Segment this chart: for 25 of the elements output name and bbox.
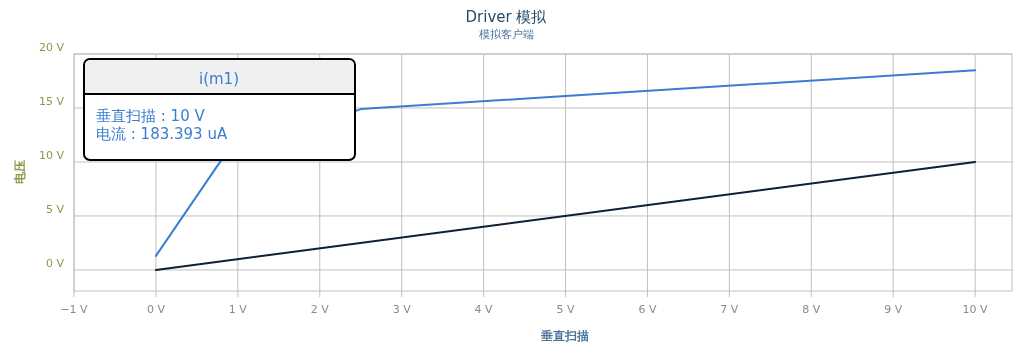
y-tick-label: 15 V xyxy=(38,94,65,108)
y-axis-title: 电压 xyxy=(13,160,27,184)
x-tick-label: 6 V xyxy=(638,303,657,316)
x-tick-label: 0 V xyxy=(146,303,166,316)
chart-title: Driver 模拟 xyxy=(465,8,548,26)
x-tick-label: 10 V xyxy=(962,303,989,316)
x-tick-label: 3 V xyxy=(392,303,412,316)
x-tick-label: 7 V xyxy=(720,303,739,316)
x-axis-title: 垂直扫描 xyxy=(540,329,589,343)
x-tick-label: 9 V xyxy=(884,303,903,316)
x-tick-label: −1 V xyxy=(60,303,89,316)
x-tick-label: 2 V xyxy=(310,303,330,316)
y-tick-label: 10 V xyxy=(38,148,65,162)
x-tick-label: 4 V xyxy=(474,303,494,316)
tooltip: i(m1) 垂直扫描 : 10 V 电流 : 183.393 uA xyxy=(83,58,356,161)
y-tick-label: 20 V xyxy=(38,41,65,54)
annotation: 垂直扫描 : 10 V xyxy=(96,107,206,125)
annotation: 电流 : 183.393 uA xyxy=(96,125,228,143)
y-tick-label: 0 V xyxy=(45,256,65,270)
chart-subtitle: 模拟客户端 xyxy=(478,28,534,41)
x-tick-label: 1 V xyxy=(228,303,248,316)
x-tick-label: 5 V xyxy=(556,303,576,316)
x-tick-label: 8 V xyxy=(802,303,821,316)
annotation: i(m1) xyxy=(198,70,240,88)
y-tick-label: 5 V xyxy=(45,202,65,216)
